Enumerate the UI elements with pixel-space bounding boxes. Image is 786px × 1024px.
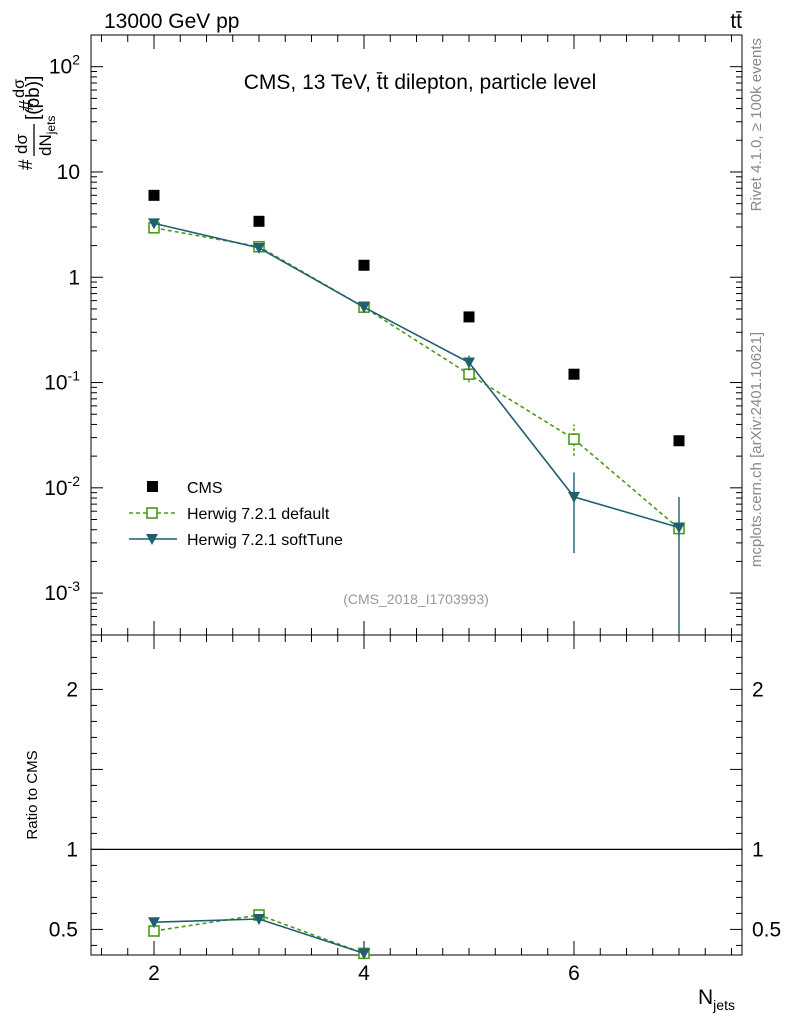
main-y-tick-label: 10-3 [44,578,80,605]
ratio-y-tick-labels: 0.5 0.5 1 1 2 2 [49,678,781,941]
ratio-y-tick-label-right: 2 [752,678,764,701]
main-data-series [148,189,685,635]
mcplots-source-label: mcplots.cern.ch [arXiv:2401.10621] [748,332,765,567]
legend: CMS Herwig 7.2.1 default Herwig 7.2.1 so… [129,480,343,549]
ratio-marker-triangle [358,948,370,960]
main-marker-square [673,435,685,447]
legend-marker-cms [147,481,158,492]
ratio-marker-triangle [253,914,265,925]
x-ticks [101,35,732,955]
ratio-y-axis-label: Ratio to CMS [24,750,41,839]
svg-text:#: # [16,159,37,170]
ratio-y-tick-label-left: 0.5 [49,918,78,941]
main-y-tick-labels: 10-3 10-2 10-1 1 10 102 [44,52,80,605]
legend-label-cms: CMS [187,480,223,497]
main-marker-square [568,368,580,380]
main-marker-open-square [568,433,580,445]
plot-title: CMS, 13 TeV, t̄t dilepton, particle leve… [244,71,597,94]
main-marker-triangle [463,357,475,369]
svg-text:dσ: dσ [12,134,31,154]
svg-text:dNjets: dNjets [36,116,58,156]
svg-text:[(pb)]: [(pb)] [23,76,44,120]
header-process-label: tt̄ [730,10,742,33]
ratio-marker-triangle [148,917,160,929]
main-y-tick-label: 10 [57,161,80,184]
ratio-y-ticks [91,640,742,946]
x-tick-label: 2 [148,962,160,985]
header-energy-label: 13000 GeV pp [104,10,239,33]
main-marker-triangle [253,242,265,254]
main-marker-square [148,189,160,201]
main-y-axis-label: #dσ [11,79,38,111]
main-y-tick-label: 10-2 [44,473,80,500]
x-tick-label: 4 [358,962,370,985]
ratio-y-tick-label-left: 1 [66,838,78,861]
legend-marker-default [146,507,158,519]
main-marker-square [463,311,475,323]
ratio-y-tick-label-right: 0.5 [752,918,781,941]
main-y-ticks [91,34,742,636]
main-y-axis-label-fraction: # dσ dNjets [(pb)] [12,76,58,170]
main-marker-triangle [673,522,685,534]
main-y-tick-label: 10-1 [44,368,80,395]
ratio-y-tick-label-left: 2 [66,678,78,701]
x-tick-label: 6 [568,962,580,985]
ratio-data-series [148,909,370,960]
legend-label-default: Herwig 7.2.1 default [187,506,330,523]
x-tick-labels: 2 4 6 [148,962,580,985]
x-axis-label: Njets [698,986,735,1013]
rivet-version-label: Rivet 4.1.0, ≥ 100k events [748,38,765,211]
ratio-plot-frame [90,634,743,956]
analysis-tag: (CMS_2018_I1703993) [343,591,489,607]
main-y-tick-label: 102 [49,52,80,79]
main-series-line [153,222,680,529]
main-marker-triangle [148,218,160,230]
main-marker-square [358,259,370,271]
ratio-y-tick-label-right: 1 [752,838,764,861]
main-series-line [153,227,680,530]
main-marker-triangle [568,491,580,503]
legend-marker-softtune [146,534,158,545]
main-marker-square [253,215,265,227]
main-marker-open-square [463,368,475,381]
main-y-tick-label: 1 [68,266,80,289]
svg-text:#dσ: #dσ [11,79,38,111]
main-marker-triangle [358,302,370,314]
legend-label-softtune: Herwig 7.2.1 softTune [187,532,343,549]
